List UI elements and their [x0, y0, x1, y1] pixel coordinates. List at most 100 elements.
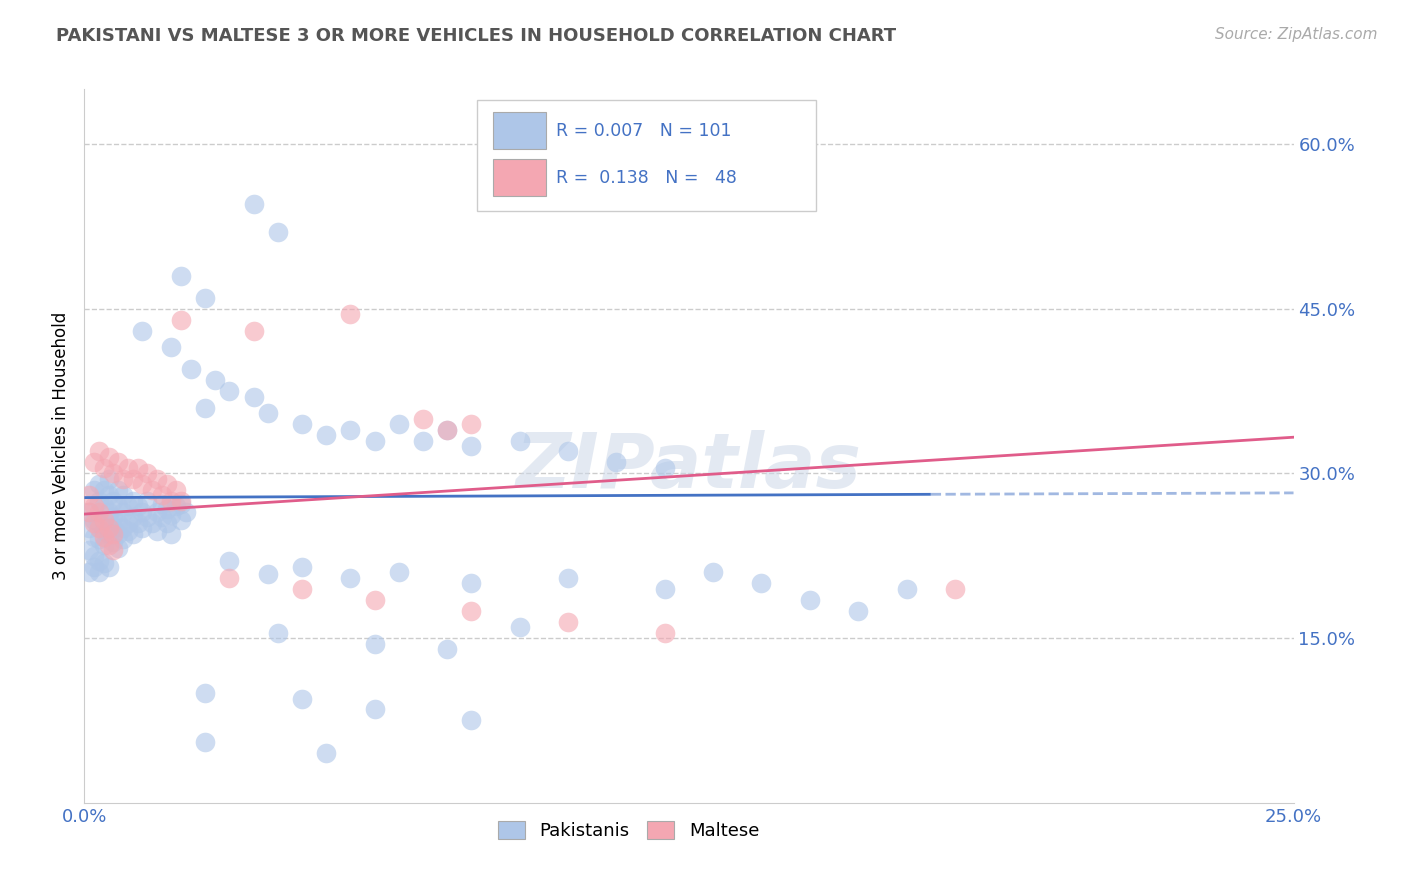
Point	[218, 384, 240, 398]
Point	[363, 592, 385, 607]
Point	[943, 582, 966, 596]
Point	[150, 497, 173, 511]
Point	[77, 505, 100, 519]
Point	[77, 566, 100, 580]
Point	[93, 557, 115, 571]
Point	[87, 494, 110, 508]
Point	[257, 567, 280, 582]
Point	[388, 566, 411, 580]
Point	[194, 291, 217, 305]
Point	[170, 497, 193, 511]
Point	[97, 538, 120, 552]
Point	[97, 559, 120, 574]
Point	[87, 444, 110, 458]
Point	[121, 472, 143, 486]
Point	[136, 494, 159, 508]
Point	[93, 530, 115, 544]
Point	[165, 483, 187, 497]
Point	[436, 642, 458, 657]
Point	[97, 505, 120, 519]
Text: PAKISTANI VS MALTESE 3 OR MORE VEHICLES IN HOUSEHOLD CORRELATION CHART: PAKISTANI VS MALTESE 3 OR MORE VEHICLES …	[56, 27, 897, 45]
Point	[112, 505, 135, 519]
Point	[150, 488, 173, 502]
Text: Source: ZipAtlas.com: Source: ZipAtlas.com	[1215, 27, 1378, 42]
Point	[77, 543, 100, 558]
Point	[174, 505, 197, 519]
Point	[107, 526, 129, 541]
Point	[654, 582, 676, 596]
Point	[146, 505, 169, 519]
Point	[127, 461, 149, 475]
Point	[412, 434, 434, 448]
Point	[460, 439, 482, 453]
Point	[751, 576, 773, 591]
Point	[93, 538, 115, 552]
Text: R = 0.007   N = 101: R = 0.007 N = 101	[555, 121, 731, 139]
Point	[112, 533, 135, 547]
Point	[87, 521, 110, 535]
Point	[131, 477, 153, 491]
Point	[460, 576, 482, 591]
Point	[77, 505, 100, 519]
Point	[204, 373, 226, 387]
Point	[242, 197, 264, 211]
Point	[87, 533, 110, 547]
Point	[112, 488, 135, 502]
Point	[127, 500, 149, 514]
Point	[339, 571, 361, 585]
Point	[121, 494, 143, 508]
Point	[83, 549, 105, 563]
Point	[460, 417, 482, 431]
Point	[412, 411, 434, 425]
Point	[165, 500, 187, 514]
Point	[257, 406, 280, 420]
Point	[87, 566, 110, 580]
Point	[557, 444, 579, 458]
FancyBboxPatch shape	[494, 159, 547, 196]
Point	[136, 510, 159, 524]
Point	[93, 500, 115, 514]
Point	[103, 543, 125, 558]
Point	[654, 461, 676, 475]
Point	[83, 512, 105, 526]
Point	[103, 526, 125, 541]
Point	[460, 604, 482, 618]
Point	[339, 307, 361, 321]
Point	[103, 494, 125, 508]
Point	[83, 483, 105, 497]
Point	[150, 510, 173, 524]
Point	[291, 417, 314, 431]
Point	[112, 521, 135, 535]
Point	[87, 477, 110, 491]
Point	[97, 526, 120, 541]
Point	[131, 521, 153, 535]
Point	[87, 505, 110, 519]
Text: R =  0.138   N =   48: R = 0.138 N = 48	[555, 169, 737, 186]
Point	[107, 455, 129, 469]
Point	[83, 530, 105, 544]
FancyBboxPatch shape	[494, 112, 547, 149]
Point	[107, 516, 129, 530]
Point	[436, 423, 458, 437]
Point	[131, 324, 153, 338]
Point	[121, 526, 143, 541]
Point	[242, 390, 264, 404]
Point	[97, 488, 120, 502]
Point	[146, 472, 169, 486]
Point	[218, 571, 240, 585]
Point	[180, 362, 202, 376]
Point	[97, 472, 120, 486]
Point	[83, 559, 105, 574]
Point	[141, 483, 163, 497]
Point	[702, 566, 724, 580]
Point	[218, 554, 240, 568]
Point	[83, 516, 105, 530]
Point	[107, 500, 129, 514]
Point	[291, 691, 314, 706]
Point	[93, 524, 115, 538]
Point	[170, 494, 193, 508]
Point	[160, 508, 183, 523]
Point	[160, 340, 183, 354]
Point	[97, 521, 120, 535]
Point	[339, 423, 361, 437]
